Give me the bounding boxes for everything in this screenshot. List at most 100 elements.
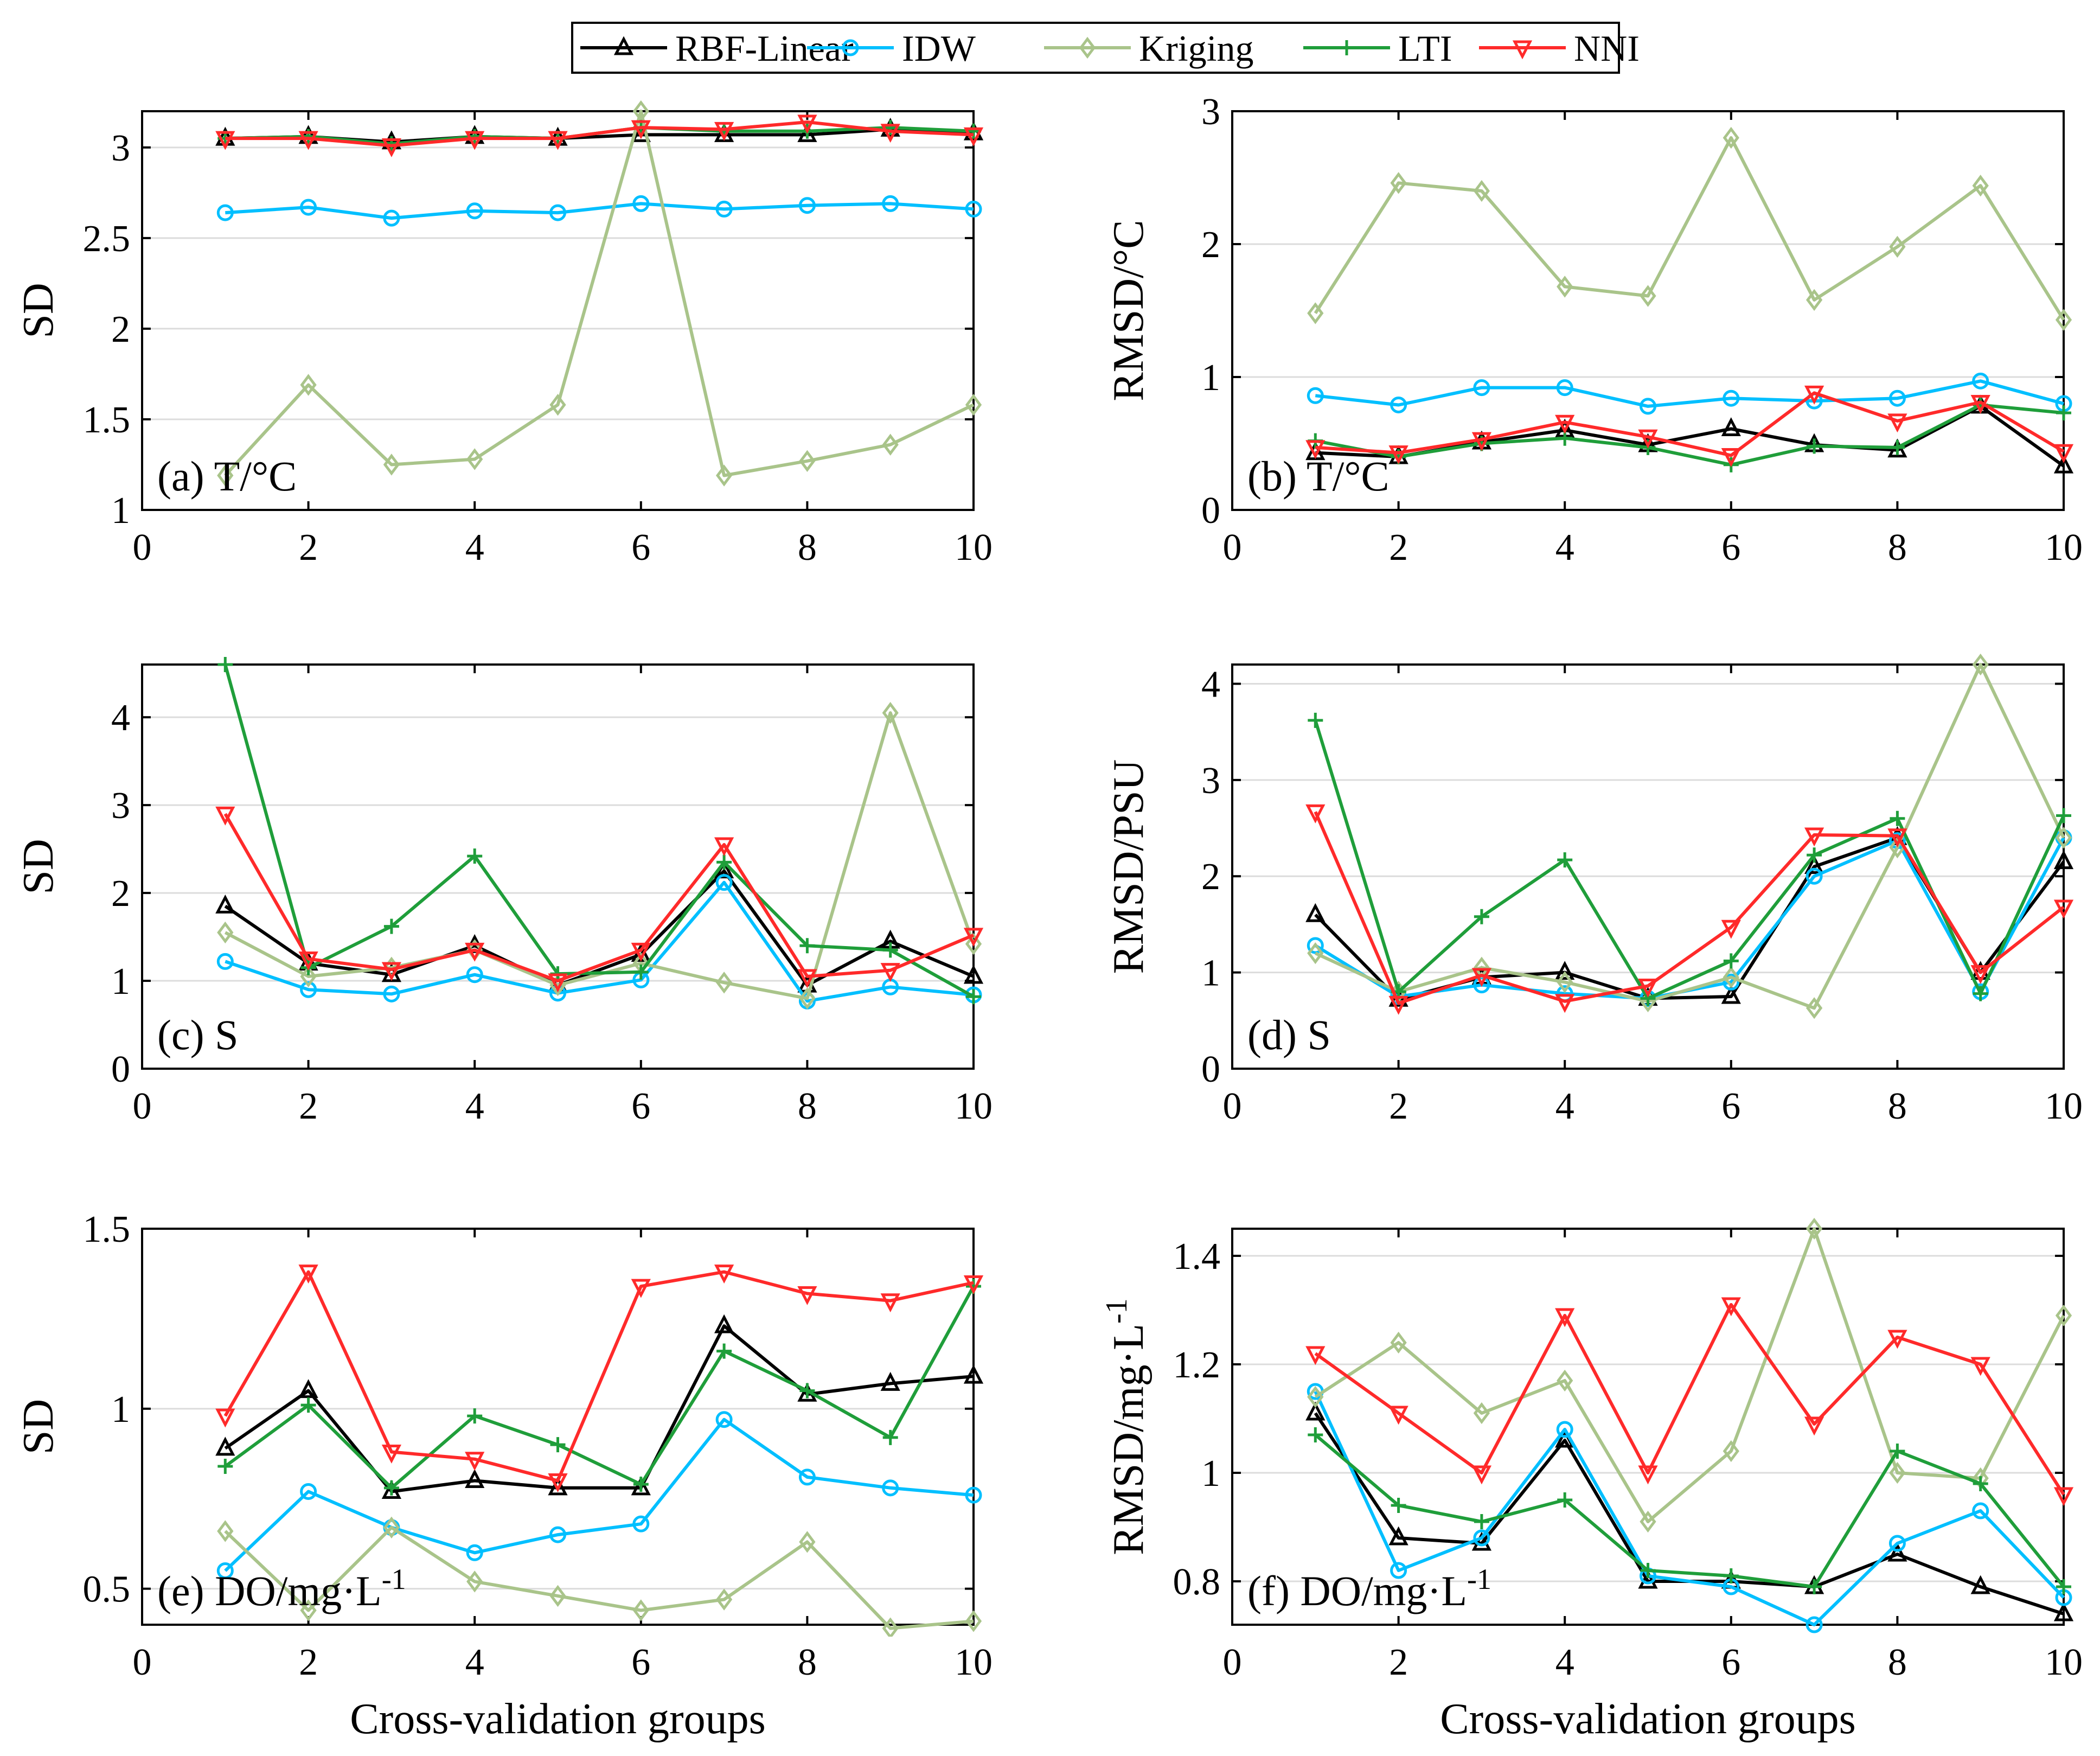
point-kriging (2055, 1304, 2072, 1327)
x-tick-label: 4 (465, 527, 484, 569)
panel-annotation: (d) S (1247, 1011, 1331, 1058)
point-nni (1638, 1465, 1658, 1485)
point-kriging (549, 1585, 566, 1607)
point-idw (466, 966, 483, 984)
series-line-lti (1314, 1433, 2065, 1588)
y-axis-label-text: RMSD/°C (1105, 220, 1153, 401)
point-nni (1555, 1308, 1575, 1327)
y-tick-label: 2 (111, 309, 130, 350)
point-kriging (715, 1588, 733, 1611)
series-line-lti (223, 664, 975, 998)
series-line-nni (1314, 1303, 2065, 1496)
point-kriging (1972, 175, 1989, 197)
point-nni (465, 1452, 485, 1471)
axes-box (141, 110, 975, 511)
point-lti (1807, 438, 1822, 454)
point-nni (880, 963, 900, 982)
y-tick-label: 2 (111, 873, 130, 915)
point-rbf-linear (963, 965, 984, 984)
x-tick-label: 8 (1888, 1085, 1907, 1127)
point-kriging (549, 394, 566, 416)
axes-box (141, 1228, 975, 1626)
x-tick-label: 6 (1721, 527, 1740, 569)
point-nni (1638, 978, 1658, 998)
point-lti (1474, 1514, 1489, 1529)
y-tick-label: 1 (1201, 953, 1220, 994)
point-rbf-linear (1305, 903, 1326, 922)
legend-label: Kriging (1139, 28, 1254, 69)
point-lti (1308, 1427, 1323, 1442)
x-tick-label: 0 (1223, 1085, 1242, 1127)
x-tick-label: 8 (798, 527, 817, 569)
point-kriging (1473, 180, 1490, 202)
point-idw (549, 1526, 566, 1543)
point-lti (1807, 847, 1822, 863)
panel-f: 0.811.21.40 2 4 6 8 10RMSD/mg·L-1Cross-valida… (1100, 1217, 2083, 1743)
point-nni (548, 973, 568, 993)
point-nni (1555, 994, 1575, 1013)
point-lti (1308, 712, 1323, 728)
y-axis-label: SD (15, 283, 62, 338)
point-idw (1307, 387, 1324, 404)
x-tick-label: 10 (955, 1085, 993, 1127)
point-kriging (217, 464, 234, 487)
point-kriging (1723, 126, 1739, 149)
point-lti (467, 848, 483, 864)
point-lti (1474, 909, 1489, 924)
point-kriging (300, 965, 317, 988)
x-tick-label: 2 (1389, 1642, 1408, 1683)
point-idw (632, 195, 650, 212)
point-lti (1557, 1492, 1573, 1508)
panel-e: 0.5 1 1.5 0 2 4 6 8 10 SD Cross-validation groups (… (15, 1209, 993, 1743)
point-rbf-linear (2053, 454, 2074, 474)
point-nni (2053, 444, 2074, 463)
x-tick-label: 4 (1555, 527, 1574, 569)
legend-marker (1512, 40, 1533, 60)
series-line-idw (1315, 379, 2064, 408)
point-lti (799, 1383, 815, 1399)
point-nni (1721, 448, 1741, 467)
x-tick-label: 0 (1223, 1642, 1242, 1683)
point-nni (1388, 445, 1408, 465)
point-kriging (1806, 1217, 1823, 1240)
point-nni (1970, 1357, 1990, 1376)
point-idw (300, 1483, 317, 1500)
legend-entry-idw: IDW (807, 28, 976, 69)
point-kriging (1473, 1402, 1490, 1425)
point-nni (963, 928, 984, 947)
point-idw (1723, 389, 1740, 407)
y-axis-label-text: RMSD/mg·L (1105, 1324, 1153, 1555)
point-nni (797, 1286, 817, 1305)
point-nni (298, 952, 318, 970)
point-kriging (882, 433, 899, 456)
y-axis-label-text: RMSD/PSU (1105, 759, 1153, 974)
point-idw (715, 200, 733, 218)
point-rbf-linear (963, 1364, 984, 1384)
point-lti (716, 854, 732, 870)
point-rbf-linear (1555, 961, 1575, 980)
y-tick-label: 4 (111, 697, 130, 739)
legend-label: NNI (1574, 28, 1640, 69)
point-idw (798, 1468, 816, 1486)
point-kriging (1557, 276, 1573, 298)
point-kriging (882, 701, 899, 724)
axes-box (1231, 1228, 2065, 1626)
point-kriging (1723, 1440, 1739, 1463)
panel-c: 0 1 2 3 4 0 2 4 6 8 10 SD (c) S (15, 657, 993, 1127)
point-nni (714, 837, 734, 857)
x-tick-label: 2 (299, 1085, 318, 1127)
point-kriging (1390, 1331, 1407, 1354)
series-group (215, 1265, 984, 1637)
point-nni (381, 138, 402, 157)
point-kriging (300, 374, 317, 396)
y-tick-label: 2.5 (83, 218, 131, 260)
y-axis-label-text: SD (15, 839, 62, 894)
point-idw (383, 985, 400, 1002)
point-kriging (1889, 1461, 1906, 1484)
point-idw (300, 199, 317, 216)
point-nni (1887, 413, 1907, 433)
x-tick-label: 10 (2045, 1085, 2083, 1127)
y-tick-label: 1.4 (1173, 1236, 1221, 1278)
point-lti (2056, 808, 2071, 823)
